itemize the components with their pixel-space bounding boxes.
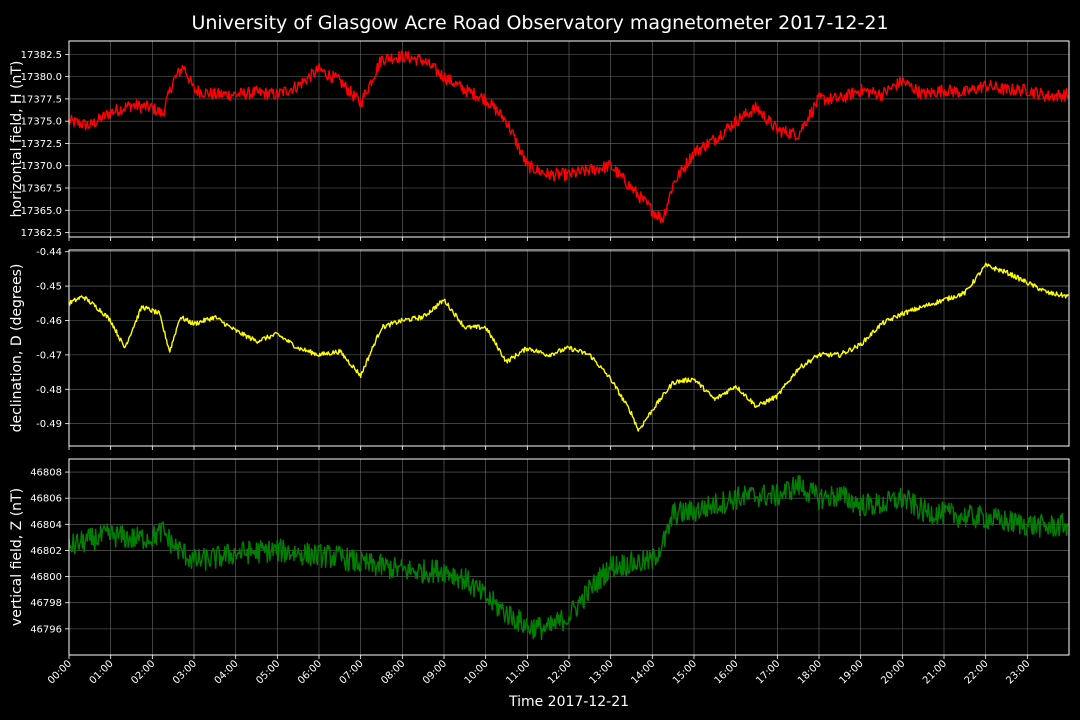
y-tick-label: -0.44 <box>36 247 62 258</box>
y-tick-label: 17382.5 <box>21 50 62 61</box>
y-tick-label: -0.47 <box>36 350 62 361</box>
y-tick-label: 17375.0 <box>21 117 62 128</box>
y-tick-label: 17365.0 <box>21 206 62 217</box>
y-tick-label: 17370.0 <box>21 161 62 172</box>
panel-frame <box>68 458 1070 656</box>
panel-frame <box>68 249 1070 447</box>
series-line <box>68 50 1069 223</box>
series-line <box>68 475 1069 641</box>
y-axis-label: vertical field, Z (nT) <box>9 488 25 626</box>
y-axis-label: declination, D (degrees) <box>9 264 25 433</box>
panel-3: 46796 46798 46800 46802 46804 46806 46808 verti… <box>9 458 1070 659</box>
y-tick-label: 46798 <box>30 598 62 609</box>
chart-title: University of Glasgow Acre Road Observat… <box>191 12 888 34</box>
y-tick-label: 46800 <box>30 572 62 583</box>
panels-group: 17362.5 17365.0 17367.5 17370.0 17372.5 17375… <box>9 40 1070 687</box>
y-tick-label: 46802 <box>30 546 62 557</box>
panel-1: 17362.5 17365.0 17367.5 17370.0 17372.5 17375… <box>9 40 1070 241</box>
y-tick-label: 46804 <box>30 520 62 531</box>
x-axis-label: Time 2017-12-21 <box>508 694 629 710</box>
y-tick-label: 46796 <box>30 624 62 635</box>
y-tick-label: 17367.5 <box>21 184 62 195</box>
y-tick-label: 46808 <box>30 468 62 479</box>
y-tick-label: 17372.5 <box>21 139 62 150</box>
y-tick-label: 17362.5 <box>21 228 62 239</box>
y-tick-label: 17380.0 <box>21 72 62 83</box>
y-tick-label: -0.46 <box>36 316 62 327</box>
y-tick-label: -0.49 <box>36 419 62 430</box>
y-tick-label: -0.45 <box>36 282 62 293</box>
y-tick-label: -0.48 <box>36 385 62 396</box>
series-line <box>68 262 1069 432</box>
panel-frame <box>68 40 1070 238</box>
y-tick-label: 46806 <box>30 494 62 505</box>
panel-2: -0.49 -0.48 -0.47 -0.46 -0.45 -0.44 declinatio… <box>9 247 1070 450</box>
y-tick-label: 17377.5 <box>21 94 62 105</box>
y-axis-label: horizontal field, H (nT) <box>9 61 25 218</box>
